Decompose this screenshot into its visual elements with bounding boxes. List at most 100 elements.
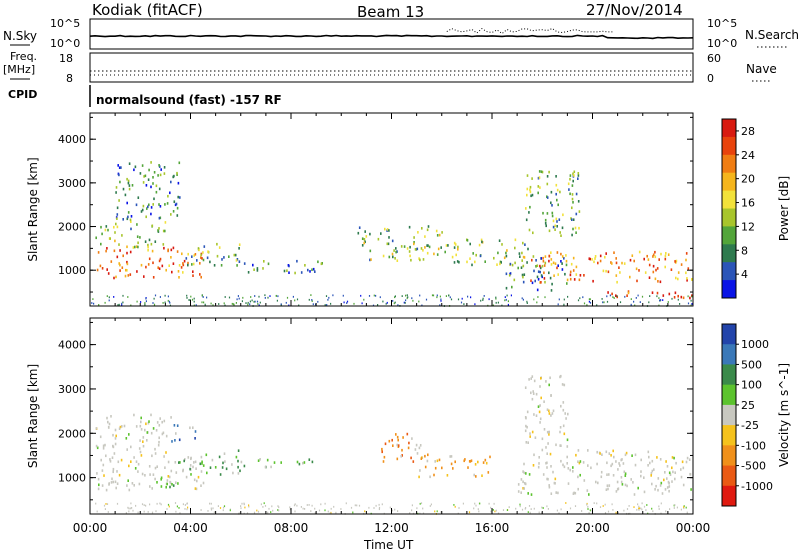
data-cell bbox=[197, 475, 200, 479]
data-cell bbox=[99, 264, 102, 268]
data-cell bbox=[211, 458, 214, 462]
data-cell bbox=[480, 299, 482, 302]
data-cell bbox=[688, 458, 691, 461]
data-cell bbox=[667, 301, 669, 303]
data-cell bbox=[214, 466, 217, 469]
data-cell bbox=[606, 300, 609, 303]
data-cell bbox=[346, 300, 349, 303]
data-cell bbox=[130, 227, 132, 231]
data-cell bbox=[463, 459, 465, 463]
data-cell bbox=[559, 190, 561, 194]
data-cell bbox=[119, 425, 122, 429]
data-cell bbox=[458, 507, 460, 509]
data-cell bbox=[298, 304, 300, 307]
data-cell bbox=[109, 237, 111, 240]
data-cell bbox=[583, 302, 586, 305]
data-cell bbox=[569, 192, 571, 196]
data-cell bbox=[137, 470, 139, 473]
data-cell bbox=[118, 303, 120, 306]
data-cell bbox=[578, 226, 580, 230]
data-cell bbox=[418, 300, 420, 303]
data-cell bbox=[419, 444, 422, 447]
data-cell bbox=[202, 258, 205, 262]
data-cell bbox=[223, 452, 226, 455]
data-cell bbox=[191, 255, 193, 258]
data-cell bbox=[674, 291, 677, 295]
data-cell bbox=[302, 507, 304, 510]
data-cell bbox=[206, 471, 208, 475]
data-cell bbox=[169, 481, 172, 485]
data-cell bbox=[121, 304, 123, 307]
data-cell bbox=[406, 247, 409, 250]
data-cell bbox=[140, 428, 143, 431]
data-cell bbox=[556, 225, 558, 228]
data-cell bbox=[573, 491, 575, 495]
cpid-text: normalsound (fast) -157 RF bbox=[96, 93, 282, 107]
data-cell bbox=[142, 440, 144, 443]
data-cell bbox=[537, 270, 540, 273]
data-cell bbox=[508, 274, 511, 277]
x-tick-label: 16:00 bbox=[475, 521, 510, 535]
data-cell bbox=[503, 256, 506, 260]
data-cell bbox=[159, 205, 162, 208]
data-cell bbox=[280, 303, 282, 306]
data-cell bbox=[605, 488, 608, 491]
data-cell bbox=[107, 228, 109, 232]
data-cell bbox=[140, 420, 142, 424]
colorbar-tick-label: 500 bbox=[741, 358, 762, 371]
data-cell bbox=[541, 506, 543, 509]
colorbar-swatch bbox=[722, 154, 736, 174]
data-cell bbox=[575, 231, 577, 234]
data-cell bbox=[294, 271, 296, 275]
data-cell bbox=[523, 487, 525, 490]
data-cell bbox=[671, 297, 673, 300]
data-cell bbox=[514, 238, 517, 242]
data-cell bbox=[597, 261, 599, 265]
data-cell bbox=[373, 294, 375, 297]
data-cell bbox=[562, 408, 565, 412]
data-cell bbox=[147, 245, 149, 249]
data-cell bbox=[416, 247, 419, 251]
data-cell bbox=[637, 503, 639, 506]
nsearch-series-line bbox=[446, 27, 613, 35]
data-cell bbox=[100, 458, 102, 462]
data-cell bbox=[168, 475, 171, 479]
data-cell bbox=[436, 510, 438, 513]
data-cell bbox=[526, 410, 529, 414]
data-cell bbox=[375, 294, 377, 297]
data-cell bbox=[178, 507, 180, 509]
data-cell bbox=[464, 458, 466, 461]
data-cell bbox=[135, 460, 138, 463]
data-cell bbox=[187, 252, 189, 256]
data-cell bbox=[416, 507, 418, 510]
data-cell bbox=[587, 505, 589, 508]
data-cell bbox=[108, 422, 111, 426]
data-cell bbox=[185, 257, 188, 260]
data-cell bbox=[217, 505, 219, 507]
data-cell bbox=[163, 166, 166, 169]
data-cell bbox=[478, 510, 480, 513]
data-cell bbox=[129, 273, 132, 276]
data-cell bbox=[137, 245, 139, 249]
data-cell bbox=[497, 301, 499, 304]
data-cell bbox=[302, 461, 304, 465]
data-cell bbox=[525, 507, 527, 509]
data-cell bbox=[225, 467, 228, 471]
data-cell bbox=[662, 294, 665, 297]
data-cell bbox=[664, 488, 667, 491]
data-cell bbox=[178, 461, 180, 464]
data-cell bbox=[148, 168, 150, 172]
data-cell bbox=[563, 432, 566, 436]
data-cell bbox=[565, 263, 568, 267]
data-cell bbox=[651, 291, 654, 294]
data-cell bbox=[285, 301, 287, 304]
data-cell bbox=[105, 503, 107, 505]
data-cell bbox=[364, 240, 366, 244]
data-cell bbox=[192, 426, 194, 429]
data-cell bbox=[241, 502, 243, 505]
data-cell bbox=[154, 240, 157, 243]
data-cell bbox=[363, 241, 365, 245]
data-cell bbox=[164, 294, 166, 297]
data-cell bbox=[474, 463, 477, 466]
data-cell bbox=[521, 508, 524, 511]
